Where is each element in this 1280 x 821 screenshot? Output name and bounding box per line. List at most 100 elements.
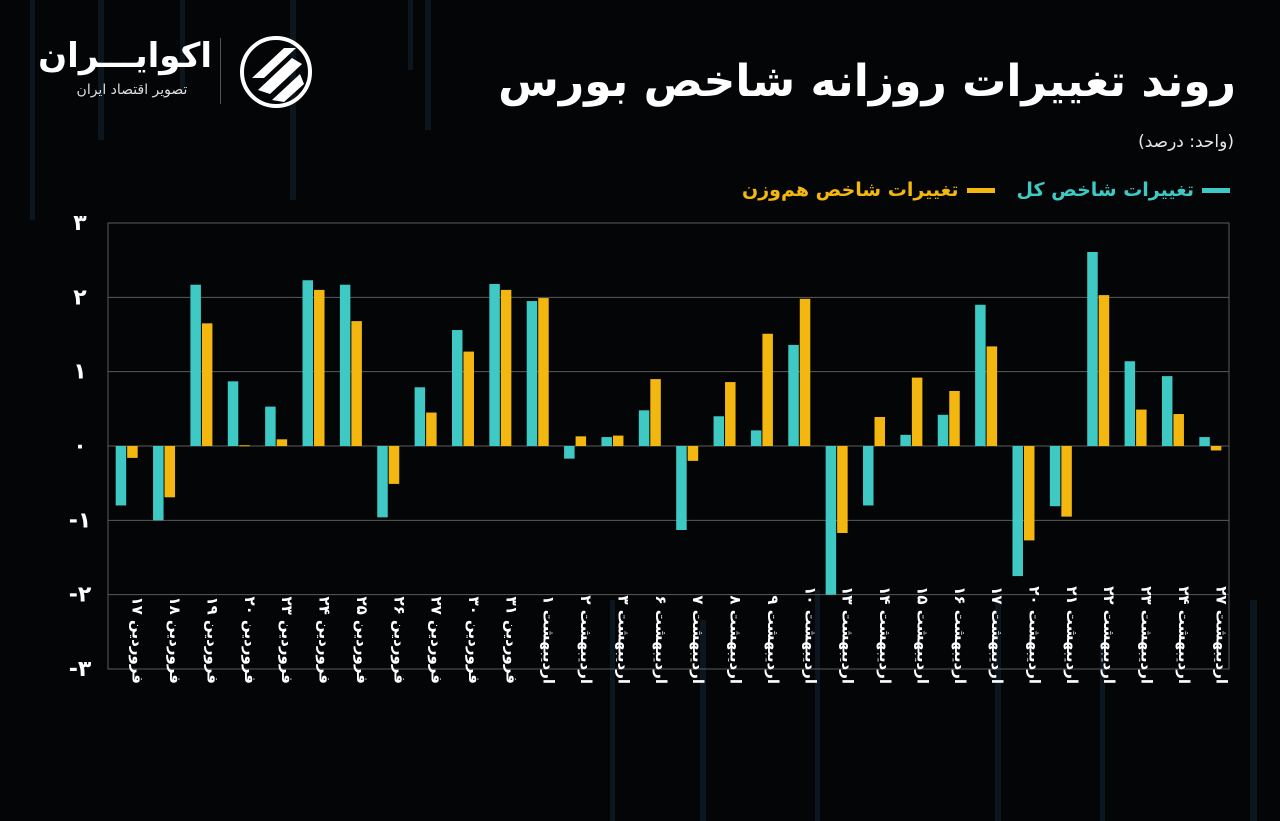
- bar-equal: [650, 379, 661, 446]
- bar-equal: [351, 321, 362, 446]
- bar-equal: [986, 346, 998, 446]
- bar-total: [526, 301, 538, 446]
- x-tick-label: اردیبهشت ۳: [614, 595, 632, 684]
- bar-equal: [201, 323, 213, 446]
- bar-total: [1124, 361, 1136, 446]
- x-tick-label: فروردین ۱۸: [166, 597, 184, 684]
- y-tick-label: ۲: [73, 285, 87, 310]
- bar-total: [227, 381, 239, 446]
- legend-label-equal: تغییرات شاخص هم‌وزن: [742, 179, 959, 201]
- bar-total: [750, 430, 762, 446]
- legend-swatch-total: [1202, 187, 1230, 193]
- bar-equal: [463, 351, 474, 446]
- bar-equal: [388, 446, 400, 484]
- x-tick-label: فروردین ۱۷: [129, 597, 147, 684]
- bar-total: [451, 330, 463, 446]
- y-tick-label: -۱: [69, 508, 92, 533]
- x-tick-label: اردیبهشت ۲۷: [1212, 586, 1230, 684]
- x-tick-label: فروردین ۲۶: [390, 597, 408, 684]
- x-tick-label: اردیبهشت ۲۲: [1100, 586, 1118, 684]
- bar-total: [975, 304, 986, 446]
- bar-total: [1161, 376, 1173, 446]
- x-tick-label: اردیبهشت ۱: [540, 595, 558, 684]
- bar-equal: [687, 446, 699, 461]
- bar-equal: [799, 298, 811, 446]
- y-tick-label: ۱: [73, 360, 86, 385]
- x-tick-label: اردیبهشت ۹: [764, 595, 782, 684]
- x-tick-label: اردیبهشت ۶: [652, 595, 670, 684]
- x-tick-label: اردیبهشت ۲۴: [1175, 586, 1193, 684]
- bar-total: [190, 284, 201, 446]
- x-tick-label: فروردین ۲۵: [353, 597, 371, 684]
- bar-total: [489, 283, 500, 446]
- legend-item-equal: تغییرات شاخص هم‌وزن: [742, 179, 995, 201]
- bar-equal: [164, 446, 176, 498]
- bar-equal: [500, 289, 512, 446]
- chart-title: روند تغییرات روزانه شاخص بورس: [498, 56, 1236, 107]
- bar-total: [377, 446, 388, 518]
- logo: اکوایـــران تصویر اقتصاد ایران: [38, 30, 314, 110]
- x-tick-label: اردیبهشت ۱۳: [839, 586, 857, 684]
- bar-total: [825, 446, 837, 595]
- x-tick-label: فروردین ۳۰: [465, 597, 483, 684]
- bar-total: [638, 410, 650, 446]
- ecoiran-stripes-icon: [240, 36, 312, 108]
- legend-label-total: تغییرات شاخص کل: [1016, 179, 1194, 201]
- bar-total: [713, 416, 725, 446]
- bar-total: [564, 446, 575, 459]
- x-tick-label: فروردین ۲۷: [428, 597, 446, 684]
- logo-divider: [220, 38, 221, 104]
- bar-total: [153, 446, 164, 521]
- logo-name: اکوایـــران: [38, 36, 212, 76]
- bar-equal: [1136, 409, 1147, 446]
- legend-item-total: تغییرات شاخص کل: [1017, 179, 1230, 201]
- x-tick-label: اردیبهشت ۲۰: [1025, 586, 1043, 684]
- x-tick-label: اردیبهشت ۸: [727, 595, 745, 684]
- x-tick-label: اردیبهشت ۷: [689, 595, 707, 684]
- bar-total: [788, 344, 799, 446]
- x-tick-label: اردیبهشت ۱۵: [913, 586, 931, 684]
- bar-equal: [1061, 446, 1072, 517]
- bar-equal: [1098, 295, 1110, 446]
- bar-equal: [127, 446, 138, 458]
- bar-total: [1087, 251, 1098, 446]
- bar-equal: [575, 436, 587, 446]
- x-tick-label: اردیبهشت ۱۰: [801, 586, 819, 684]
- bar-equal: [837, 446, 848, 533]
- bar-equal: [725, 382, 736, 446]
- x-tick-label: اردیبهشت ۲۳: [1138, 586, 1156, 684]
- x-tick-label: فروردین ۲۰: [241, 597, 259, 684]
- y-tick-label: -۳: [69, 657, 92, 682]
- x-tick-label: فروردین ۱۹: [203, 597, 221, 684]
- x-tick-label: اردیبهشت ۱۷: [988, 586, 1006, 684]
- bar-total: [863, 446, 874, 506]
- bar-equal: [762, 333, 773, 446]
- bar-equal: [426, 412, 437, 446]
- bar-total: [1199, 437, 1210, 446]
- bar-total: [900, 434, 911, 446]
- x-tick-label: اردیبهشت ۱۴: [876, 586, 894, 684]
- legend-swatch-equal: [966, 187, 995, 193]
- bar-equal: [239, 445, 250, 447]
- y-tick-label: ۰: [73, 434, 86, 459]
- y-tick-label: -۲: [69, 583, 92, 608]
- bar-equal: [949, 390, 960, 446]
- bar-equal: [1023, 446, 1035, 541]
- bar-total: [676, 446, 687, 530]
- bar-equal: [874, 417, 886, 446]
- bar-total: [302, 280, 314, 446]
- x-tick-label: فروردین ۲۴: [316, 597, 334, 684]
- x-tick-label: فروردین ۳۱: [502, 597, 520, 684]
- logo-tagline: تصویر اقتصاد ایران: [76, 82, 188, 98]
- bar-total: [414, 387, 426, 446]
- x-tick-label: اردیبهشت ۲۱: [1063, 586, 1081, 684]
- bar-total: [1012, 446, 1023, 577]
- y-tick-label: ۳: [73, 211, 87, 236]
- x-tick-label: اردیبهشت ۲: [577, 595, 595, 684]
- unit-label: (واحد: درصد): [1138, 132, 1234, 152]
- bar-equal: [612, 435, 624, 446]
- legend: تغییرات شاخص کل تغییرات شاخص هم‌وزن: [742, 179, 1230, 201]
- bar-total: [601, 437, 612, 446]
- bar-total: [339, 284, 351, 446]
